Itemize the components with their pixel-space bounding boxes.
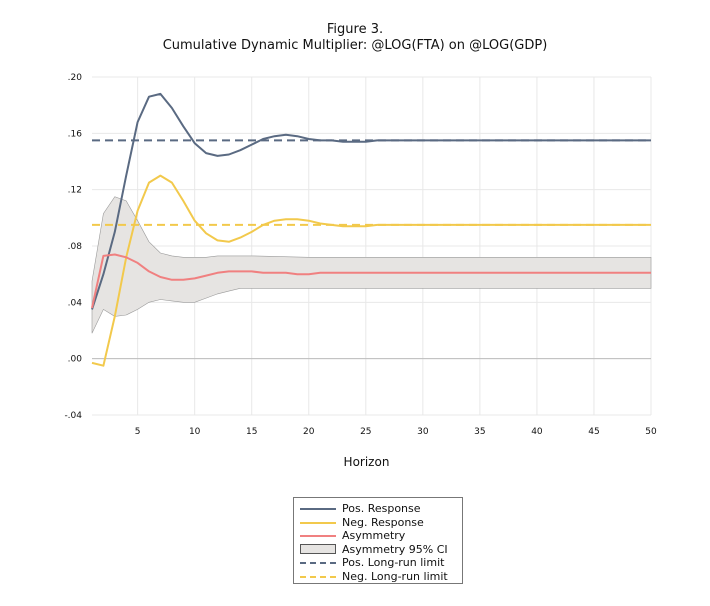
y-tick-label: .08 (68, 242, 83, 252)
legend-item: Asymmetry (300, 529, 405, 542)
legend-label: Neg. Response (342, 515, 424, 529)
legend-item: Neg. Response (300, 516, 424, 529)
legend-swatch (300, 575, 336, 578)
legend-item: Pos. Long-run limit (300, 556, 444, 569)
chart-subtitle: Cumulative Dynamic Multiplier: @LOG(FTA)… (162, 38, 548, 53)
chart-legend: Pos. Response Neg. Response Asymmetry Asymm… (293, 497, 463, 584)
x-tick-label: 25 (360, 427, 371, 437)
legend-swatch (300, 535, 336, 537)
legend-label: Neg. Long-run limit (342, 569, 448, 583)
legend-swatch (300, 521, 336, 524)
legend-label: Asymmetry (342, 529, 406, 542)
legend-swatch (300, 544, 336, 554)
x-tick-label: 5 (135, 427, 141, 437)
x-tick-label: 30 (417, 427, 429, 437)
legend-item: Neg. Long-run limit (300, 570, 448, 583)
legend-item: Pos. Response (300, 502, 421, 515)
x-tick-label: 40 (531, 427, 543, 437)
y-tick-label: .04 (68, 298, 83, 308)
series-line (91, 253, 651, 309)
x-tick-label: 50 (645, 427, 657, 437)
legend-swatch (300, 562, 336, 564)
y-tick-label: .20 (68, 73, 83, 83)
y-tick-label: .00 (68, 355, 83, 365)
ci-band (91, 196, 652, 334)
series-line (91, 174, 651, 367)
x-tick-label: 20 (303, 427, 315, 437)
legend-item: Asymmetry 95% CI (300, 543, 448, 556)
y-tick-label: -.04 (64, 411, 82, 421)
x-tick-label: 45 (588, 427, 599, 437)
legend-swatch (300, 508, 336, 510)
legend-label: Asymmetry 95% CI (342, 542, 448, 556)
y-tick-label: .12 (68, 186, 82, 196)
legend-label: Pos. Long-run limit (342, 556, 445, 569)
y-tick-label: .16 (68, 129, 83, 139)
series-line (91, 92, 651, 310)
x-axis-label: Horizon (344, 455, 390, 469)
chart-title: Figure 3. (326, 22, 384, 37)
x-tick-label: 10 (189, 427, 201, 437)
legend-label: Pos. Response (342, 502, 421, 515)
x-tick-label: 35 (474, 427, 485, 437)
x-tick-label: 15 (246, 427, 257, 437)
